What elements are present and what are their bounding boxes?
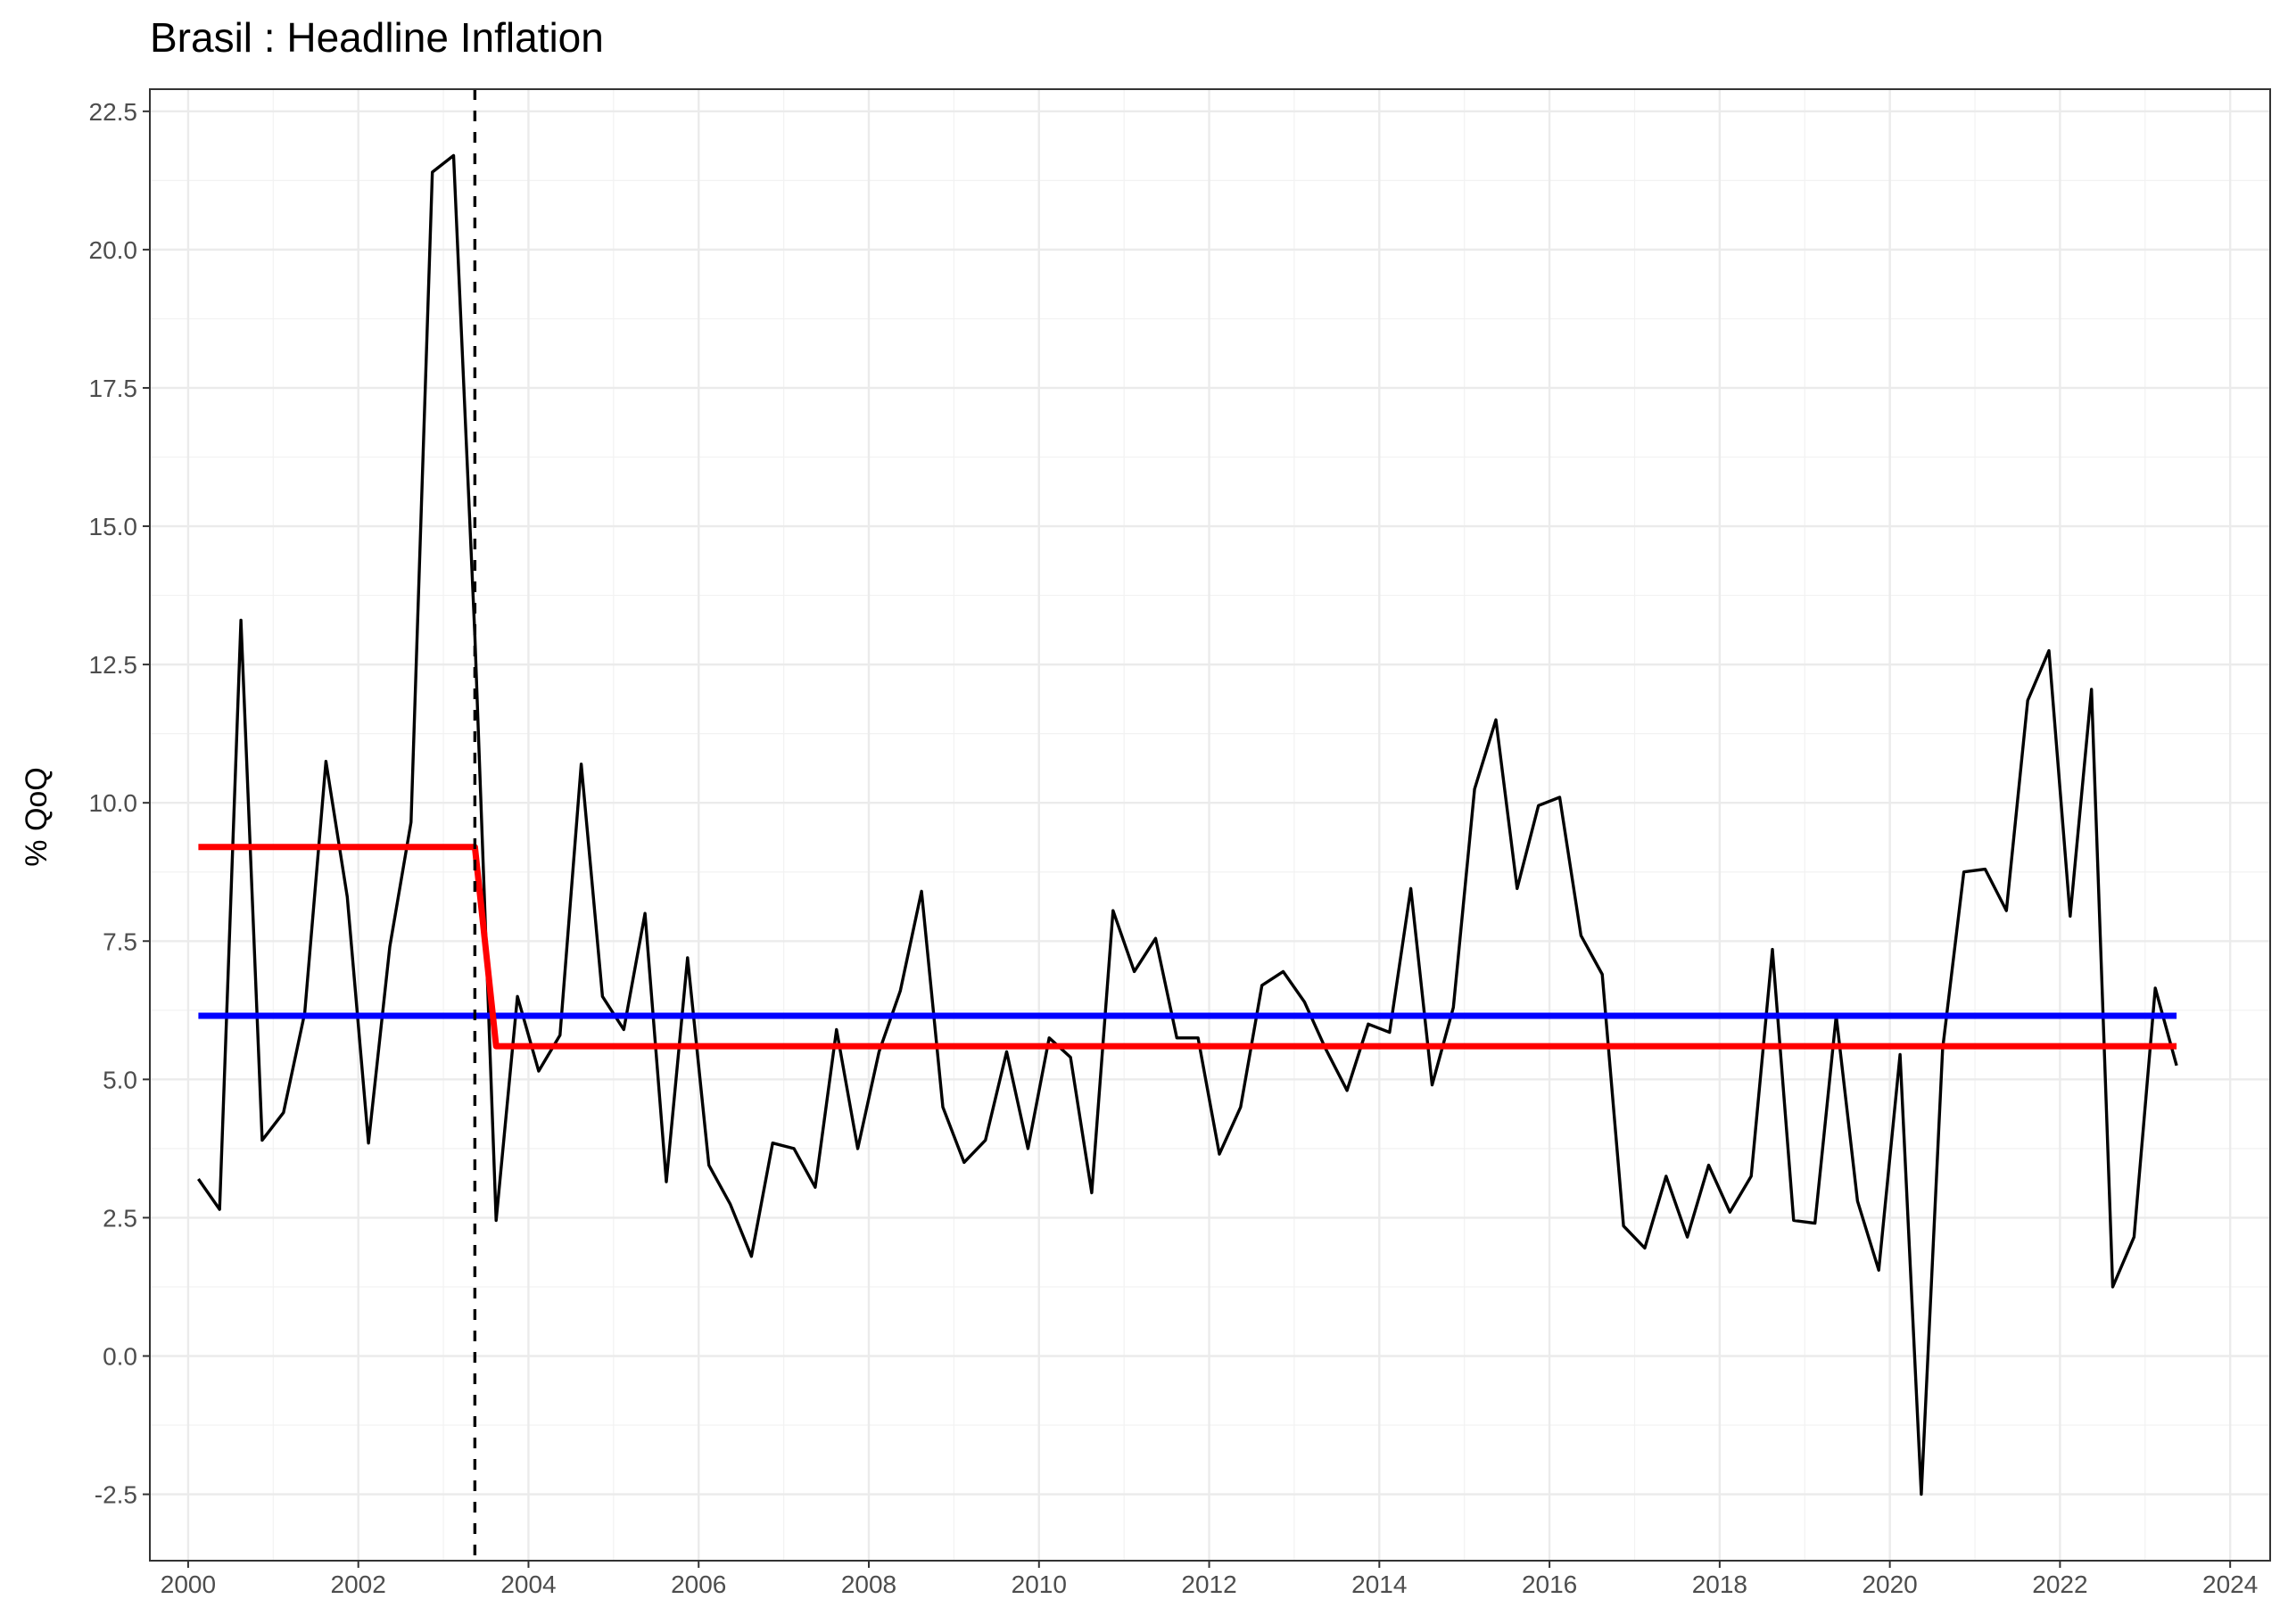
y-tick-label: 10.0 <box>89 789 138 817</box>
x-tick-label: 2014 <box>1351 1570 1407 1598</box>
chart-title: Brasil : Headline Inflation <box>150 14 604 61</box>
inflation-line <box>197 153 2178 1496</box>
x-tick-label: 2018 <box>1692 1570 1747 1598</box>
series <box>197 89 2178 1561</box>
axis-ticks: 2000 2002 2004 2006 2008 2010 2012 2014 2016 2018… <box>89 98 2259 1598</box>
x-tick-label: 2010 <box>1012 1570 1067 1598</box>
x-tick-label: 2004 <box>500 1570 556 1598</box>
x-tick-label: 2000 <box>161 1570 216 1598</box>
x-tick-label: 2020 <box>1862 1570 1917 1598</box>
x-tick-label: 2012 <box>1181 1570 1236 1598</box>
x-tick-label: 2006 <box>671 1570 726 1598</box>
x-tick-label: 2008 <box>841 1570 896 1598</box>
y-axis-title: % QoQ <box>20 767 54 866</box>
x-tick-label: 2016 <box>1522 1570 1577 1598</box>
y-tick-label: 7.5 <box>103 927 137 955</box>
y-tick-label: 17.5 <box>89 375 138 402</box>
y-tick-label: 20.0 <box>89 236 138 264</box>
y-tick-label: 2.5 <box>103 1204 137 1232</box>
plot-panel-border <box>149 88 2271 1562</box>
x-tick-label: 2002 <box>331 1570 386 1598</box>
y-tick-label: -2.5 <box>95 1481 137 1509</box>
x-tick-label: 2022 <box>2032 1570 2087 1598</box>
grid <box>150 89 2270 1561</box>
y-tick-label: 22.5 <box>89 98 138 126</box>
y-tick-label: 5.0 <box>103 1066 137 1093</box>
break-mean-line <box>198 844 2177 1050</box>
y-tick-label: 15.0 <box>89 513 138 540</box>
y-tick-label: 0.0 <box>103 1342 137 1370</box>
y-tick-label: 12.5 <box>89 651 138 679</box>
x-tick-label: 2024 <box>2202 1570 2258 1598</box>
